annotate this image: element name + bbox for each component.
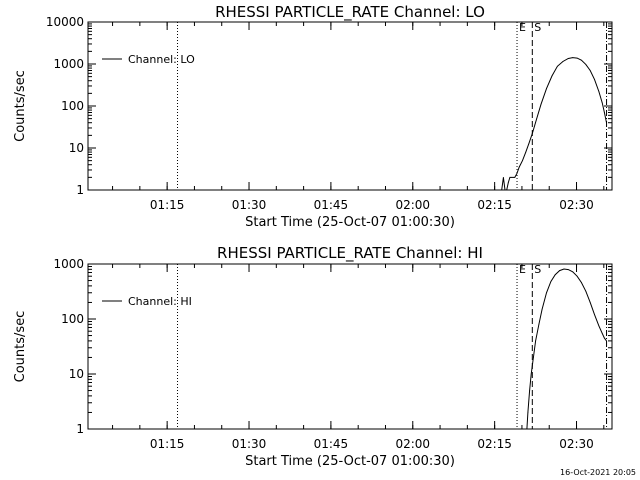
footer-timestamp: 16-Oct-2021 20:05 (560, 468, 636, 477)
y-axis-label: Counts/sec (13, 311, 28, 383)
x-tick-label: 01:15 (150, 437, 185, 451)
data-point (550, 281, 552, 282)
data-point (531, 133, 533, 135)
x-tick-label: 02:15 (477, 198, 512, 212)
data-point (526, 428, 528, 430)
data-point (585, 63, 587, 65)
plot-frame (87, 21, 613, 191)
data-point (567, 58, 569, 59)
data-point (527, 412, 529, 413)
y-tick-label: 10 (69, 367, 84, 381)
legend-label: Channel: HI (128, 295, 192, 308)
data-point (576, 275, 578, 277)
data-point (563, 268, 565, 270)
x-tick-label: 02:30 (559, 198, 594, 212)
plot-frame (87, 263, 613, 430)
data-point (525, 151, 527, 153)
x-tick-label: 02:00 (395, 198, 430, 212)
data-point (546, 292, 547, 294)
y-axis-label: Counts/sec (13, 70, 28, 142)
data-point (581, 282, 582, 283)
data-point (598, 91, 600, 93)
data-point (511, 176, 512, 178)
series-line-1 (501, 57, 607, 191)
data-point (576, 57, 578, 59)
marker-label: E (519, 263, 526, 276)
data-point (567, 269, 569, 271)
data-point (514, 176, 516, 178)
marker-label: E (519, 21, 526, 34)
data-point (601, 332, 603, 334)
data-point (507, 182, 509, 184)
chart-title: RHESSI PARTICLE_RATE Channel: LO (215, 3, 485, 22)
data-point (562, 61, 564, 62)
chart-panel-2: RHESSI PARTICLE_RATE Channel: HI 01:15 01:… (13, 244, 613, 469)
data-point (504, 189, 506, 191)
y-tick-label: 1 (76, 183, 84, 197)
x-axis-label: Start Time (25-Oct-07 01:00:30) (245, 215, 455, 230)
data-point (535, 340, 536, 342)
series-line-1 (526, 268, 607, 430)
data-point (559, 270, 560, 271)
data-point (589, 302, 591, 303)
data-point (572, 271, 574, 273)
x-axis-label: Start Time (25-Oct-07 01:00:30) (245, 454, 455, 469)
x-tick-label: 01:30 (232, 198, 267, 212)
data-point (589, 70, 591, 71)
y-tick-label: 10 (69, 141, 84, 155)
data-point (536, 118, 538, 120)
data-point (533, 357, 534, 358)
data-point (572, 57, 574, 59)
data-point (528, 142, 530, 144)
x-tick-label: 02:00 (395, 437, 430, 451)
data-point (546, 88, 547, 89)
x-tick-label: 01:45 (314, 198, 349, 212)
data-point (581, 59, 582, 61)
data-point (606, 122, 607, 124)
y-tick-label: 100 (61, 99, 84, 113)
data-point (594, 314, 595, 316)
y-tick-label: 1000 (53, 257, 84, 271)
y-tick-label: 1 (76, 422, 84, 436)
data-point (541, 308, 543, 310)
data-point (606, 340, 607, 342)
data-point (551, 75, 553, 77)
legend-label: Channel: LO (128, 53, 195, 66)
x-tick-label: 02:30 (559, 437, 594, 451)
data-point (598, 325, 600, 327)
data-point (538, 323, 540, 325)
data-point (603, 112, 605, 113)
y-tick-label: 100 (61, 312, 84, 326)
data-point (501, 189, 503, 191)
data-point (557, 65, 558, 67)
chart-title: RHESSI PARTICLE_RATE Channel: HI (217, 244, 483, 263)
x-tick-label: 01:45 (314, 437, 349, 451)
marker-label: S (534, 263, 541, 276)
data-point (601, 102, 603, 104)
chart-panel-1: RHESSI PARTICLE_RATE Channel: LO 01:15 01:… (13, 3, 613, 230)
data-point (512, 176, 514, 178)
y-tick-label: 10000 (46, 15, 84, 29)
data-point (540, 103, 542, 105)
data-point (585, 290, 587, 292)
x-tick-label: 02:15 (477, 437, 512, 451)
data-point (509, 176, 511, 178)
data-point (603, 337, 605, 339)
data-point (518, 166, 520, 168)
x-tick-label: 01:30 (232, 437, 267, 451)
y-tick-label: 1000 (53, 57, 84, 71)
x-tick-label: 01:15 (150, 198, 185, 212)
data-point (529, 390, 530, 391)
marker-label: S (534, 21, 541, 34)
data-point (530, 373, 532, 375)
data-point (516, 172, 518, 174)
data-point (506, 189, 508, 191)
data-point (594, 78, 595, 80)
data-point (522, 160, 523, 162)
data-point (502, 176, 504, 178)
data-point (554, 274, 556, 276)
